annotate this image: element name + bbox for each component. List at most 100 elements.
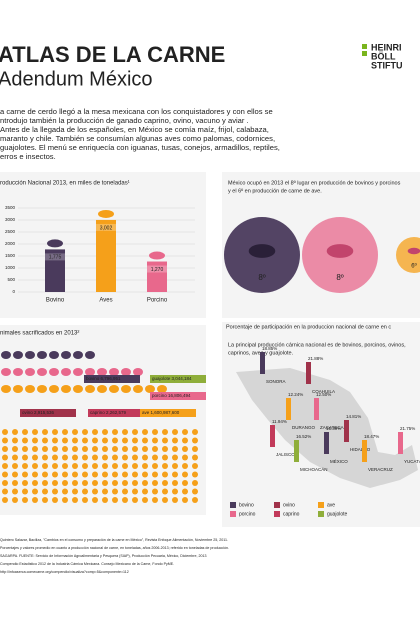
- icon: [192, 463, 198, 469]
- icon: [162, 471, 168, 478]
- state-label: JALISCO: [276, 452, 295, 457]
- icon: [42, 437, 48, 444]
- icon: [25, 351, 35, 359]
- icon: [85, 368, 95, 376]
- animal-icon: [248, 244, 276, 258]
- icon: [92, 429, 98, 435]
- map-bar: [306, 362, 311, 384]
- map-text: La principal producción cárnica nacional…: [228, 342, 406, 348]
- icon: [162, 454, 168, 461]
- icon: [32, 471, 38, 478]
- icon: [62, 480, 68, 486]
- x-tick-label: Aves: [99, 298, 112, 304]
- icon: [37, 385, 47, 393]
- icon: [92, 480, 98, 486]
- percent-label: 18.85%: [262, 346, 277, 351]
- icon: [182, 497, 188, 503]
- label-box: [150, 375, 206, 383]
- icon: [132, 471, 138, 478]
- state-label: ZACATECAS: [320, 425, 347, 430]
- icon: [162, 446, 168, 452]
- icon: [162, 480, 168, 486]
- icon: [142, 454, 148, 461]
- icon: [2, 429, 8, 435]
- icon: [52, 454, 58, 461]
- icon: [122, 446, 128, 452]
- icon: [52, 480, 58, 486]
- icon: [92, 437, 98, 444]
- icon: [102, 497, 108, 503]
- icon: [82, 429, 88, 435]
- icon: [82, 471, 88, 478]
- icon: [61, 368, 71, 376]
- icon: [172, 497, 178, 503]
- value-label-bg: [45, 253, 65, 261]
- icon: [122, 497, 128, 503]
- count-label: ave 1,600,987,600: [142, 410, 180, 415]
- value-label: 3,002: [100, 225, 113, 231]
- icon: [112, 497, 118, 503]
- icon: [52, 471, 58, 478]
- rank-label: 6º: [411, 262, 417, 269]
- icon: [22, 446, 28, 452]
- logo-text: HEINRI: [371, 42, 402, 52]
- logo-mark: [362, 44, 367, 49]
- icon: [132, 488, 138, 495]
- footer-line: SAGARPA. FUENTE: Servicio de Información…: [0, 554, 206, 558]
- chart-title: roducción Nacional 2013, en miles de ton…: [0, 181, 130, 187]
- intro-line: ntrodujo también la producción de ganado…: [0, 116, 249, 125]
- icon: [121, 385, 131, 393]
- icon: [182, 429, 188, 435]
- icon: [52, 488, 58, 495]
- label-box: [150, 392, 206, 400]
- rank-label: 8º: [336, 273, 343, 282]
- icon: [2, 437, 8, 444]
- count-label: guajolote 3,044,184: [152, 376, 192, 381]
- icon: [2, 471, 8, 478]
- icon: [142, 446, 148, 452]
- icon: [22, 488, 28, 495]
- icon: [182, 488, 188, 495]
- icon: [102, 446, 108, 452]
- icon: [82, 480, 88, 486]
- icon: [182, 437, 188, 444]
- icon: [73, 385, 83, 393]
- percent-label: 21.88%: [308, 356, 323, 361]
- icon: [172, 429, 178, 435]
- icon: [92, 497, 98, 503]
- state-label: YUCATÁN: [404, 458, 420, 464]
- bar: [147, 261, 167, 292]
- icon: [12, 454, 18, 461]
- title: ATLAS DE LA CARNE: [0, 42, 225, 67]
- icon: [82, 463, 88, 469]
- icon: [42, 488, 48, 495]
- y-tick-label: 3000: [5, 217, 16, 222]
- section-title: nimales sacrificados en 2013²: [0, 331, 79, 337]
- icon: [157, 385, 167, 393]
- animal-icon: [149, 251, 165, 260]
- icon: [72, 429, 78, 435]
- icon: [73, 368, 83, 376]
- icon: [162, 463, 168, 469]
- icon: [82, 454, 88, 461]
- icon: [152, 497, 158, 503]
- state-label: HIDALGO: [350, 447, 371, 452]
- icon: [122, 437, 128, 444]
- icon: [12, 437, 18, 444]
- map-bar: [270, 425, 275, 447]
- icon: [12, 480, 18, 486]
- icon: [2, 497, 8, 503]
- legend-label: ave: [327, 502, 335, 508]
- icon: [52, 429, 58, 435]
- icon: [72, 463, 78, 469]
- logo-mark: [362, 51, 367, 56]
- icon: [72, 497, 78, 503]
- icon: [73, 351, 83, 359]
- icon: [172, 463, 178, 469]
- icon: [22, 471, 28, 478]
- icon: [122, 463, 128, 469]
- intro-line: guajolotes. El menú se enriquecía con ig…: [0, 143, 280, 152]
- icon: [192, 471, 198, 478]
- icon: [112, 480, 118, 486]
